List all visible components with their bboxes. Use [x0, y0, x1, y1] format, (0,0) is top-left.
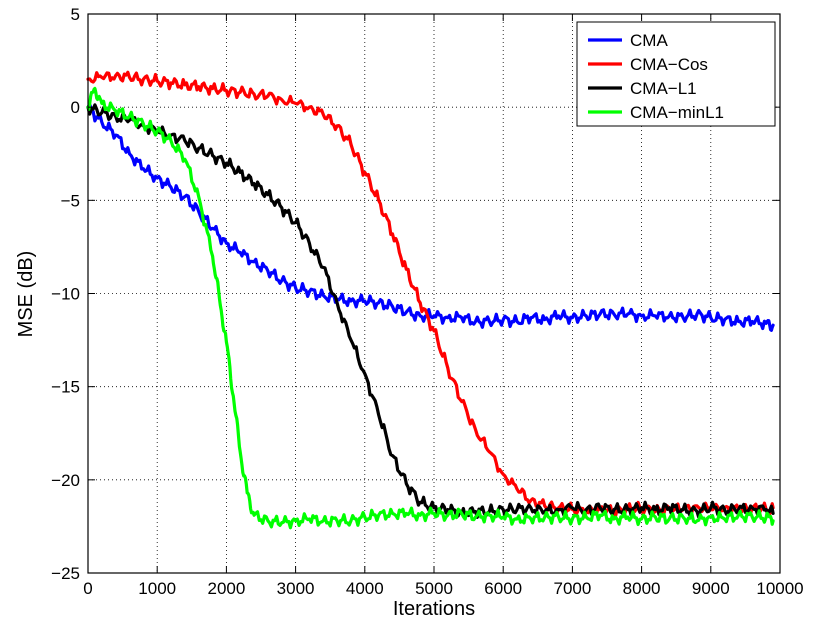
x-axis-label: Iterations [393, 598, 475, 620]
series-line-2 [86, 70, 775, 519]
y-tick-label: −25 [51, 564, 80, 583]
x-tick-label: 2000 [207, 579, 245, 598]
x-tick-label: 5000 [415, 579, 453, 598]
x-tick-label: 9000 [692, 579, 730, 598]
series-line-3 [86, 103, 775, 519]
series-lines [86, 70, 775, 530]
legend-entry-label: CMA−Cos [630, 55, 708, 74]
y-axis-label: MSE (dB) [15, 251, 37, 338]
y-tick-label: −5 [61, 191, 80, 210]
y-tick-label: −10 [51, 285, 80, 304]
x-tick-label: 6000 [484, 579, 522, 598]
x-tick-label: 7000 [553, 579, 591, 598]
x-tick-label: 0 [83, 579, 92, 598]
x-tick-label: 1000 [138, 579, 176, 598]
legend-entry-label: CMA [630, 31, 668, 50]
x-tick-label: 8000 [623, 579, 661, 598]
x-tick-labels: 0 1000 2000 3000 4000 5000 6000 7000 8000 9000 100… [83, 579, 803, 598]
y-tick-label: 0 [71, 98, 80, 117]
y-tick-label: −20 [51, 471, 80, 490]
x-tick-label: 4000 [346, 579, 384, 598]
x-tick-label: 10000 [756, 579, 803, 598]
legend-entry-label: CMA−minL1 [630, 103, 724, 122]
axis-ticks [87, 13, 781, 574]
series-line-4 [86, 86, 775, 530]
y-tick-labels: −25 −20 −15 −10 −5 0 5 [51, 5, 80, 583]
legend-entry-label: CMA−L1 [630, 79, 697, 98]
legend: CMA CMA−Cos CMA−L1 CMA−minL1 [576, 21, 776, 127]
y-tick-label: 5 [71, 5, 80, 24]
y-tick-label: −15 [51, 378, 80, 397]
x-tick-label: 3000 [277, 579, 315, 598]
